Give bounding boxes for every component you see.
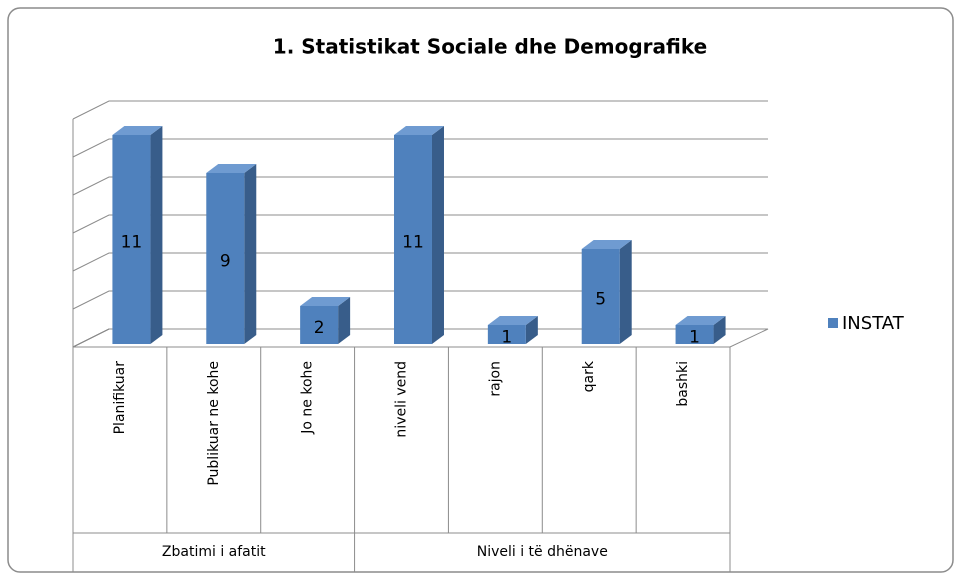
grid-line (72, 138, 768, 158)
bar-top (300, 297, 351, 306)
data-label: 1 (689, 328, 700, 348)
x-tick-label: qark (581, 360, 597, 392)
x-tick-label: Publikuar ne kohe (206, 361, 222, 486)
bar-side (431, 126, 444, 344)
x-tick-label: Planifikuar (112, 361, 128, 435)
bar (206, 173, 245, 344)
x-tick-label: Jo ne kohe (300, 361, 316, 435)
bar-side (713, 316, 726, 344)
grid-line (72, 176, 768, 196)
group-label: Zbatimi i afatit (162, 544, 266, 560)
bar (300, 306, 339, 344)
grid-line (72, 214, 768, 234)
x-tick-label: niveli vend (394, 361, 410, 438)
bar-top (206, 164, 257, 173)
data-label: 1 (501, 328, 512, 348)
bar (581, 249, 620, 344)
bar-top (675, 316, 726, 325)
grid-line (72, 100, 768, 120)
chart-frame (7, 7, 954, 573)
x-tick-label: rajon (487, 361, 503, 397)
floor (72, 328, 769, 348)
bar (487, 325, 526, 344)
chart-title: 1. Statistikat Sociale dhe Demografike (273, 35, 707, 59)
group-label: Niveli i të dhënave (477, 544, 608, 560)
data-label: 5 (595, 290, 606, 310)
bar (675, 325, 714, 344)
bar-top (112, 126, 163, 135)
data-label: 2 (314, 318, 325, 338)
bar-side (244, 164, 257, 344)
bar-side (338, 297, 351, 344)
bar-side (150, 126, 163, 344)
bar (393, 135, 432, 344)
data-label: 11 (121, 233, 143, 253)
legend-label: INSTAT (842, 313, 905, 334)
bar (112, 135, 151, 344)
bar-side (525, 316, 538, 344)
bar-top (581, 240, 632, 249)
grid-line (72, 252, 768, 272)
data-label: 9 (220, 252, 231, 272)
bar-top (487, 316, 538, 325)
grid-line (72, 290, 768, 310)
bar-top (393, 126, 444, 135)
bar-side (619, 240, 632, 344)
x-tick-label: bashki (675, 361, 691, 407)
legend-swatch (828, 318, 838, 328)
data-label: 11 (402, 233, 424, 253)
